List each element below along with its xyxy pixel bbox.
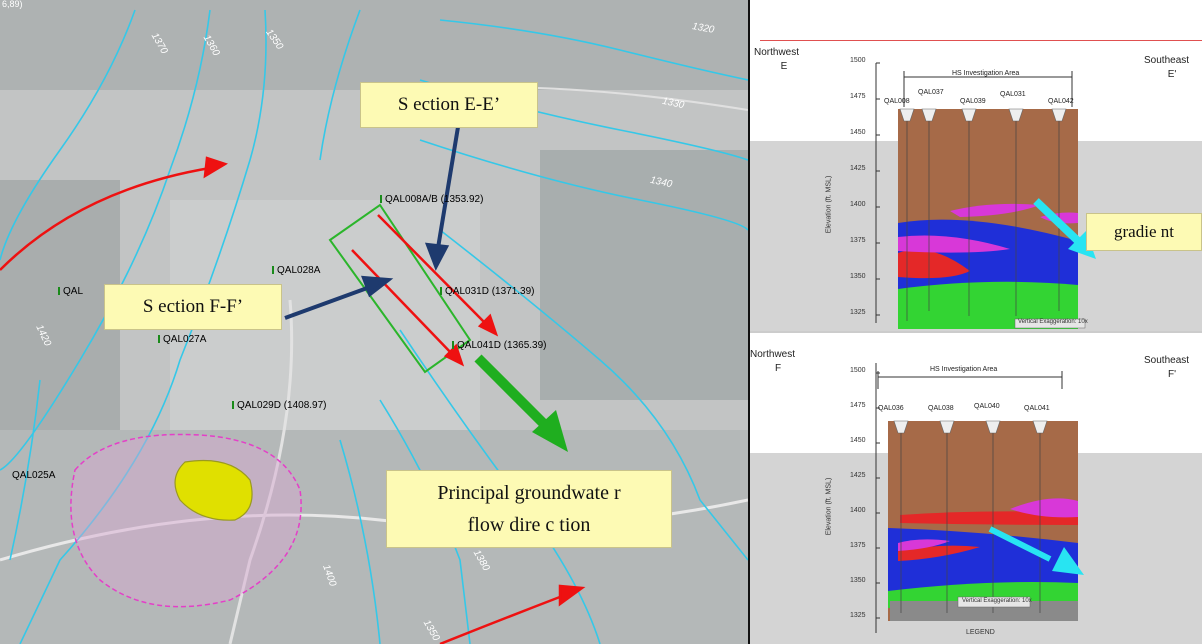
well-label: QAL028A (272, 265, 320, 276)
direction-label: Northwest (750, 349, 796, 360)
plume-magenta (898, 235, 1010, 253)
y-tick: 1425 (850, 472, 866, 479)
well-name: QAL041 (1024, 405, 1050, 412)
well-casings (900, 433, 1041, 613)
road (228, 299, 294, 644)
y-tick: 1375 (850, 542, 866, 549)
well-casings (906, 121, 1060, 321)
y-tick: 1375 (850, 237, 866, 244)
gradient-arrow (988, 526, 1084, 575)
y-tick: 1475 (850, 402, 866, 409)
gradient-callout: gradie nt (1086, 213, 1202, 251)
area-label: HS Investigation Area (952, 70, 1020, 77)
y-tick: 1325 (850, 612, 866, 619)
y-tick: 1400 (850, 507, 866, 514)
flow-direction-callout: Principal groundwate r flow dire c tion (386, 470, 672, 548)
well-label: QAL025A (12, 470, 56, 481)
y-tick: 1500 (850, 57, 866, 64)
well-markers (893, 420, 1048, 434)
y-tick: 1400 (850, 201, 866, 208)
section-e-graphics (750, 62, 1202, 331)
well-label: QAL041D (1365.39) (452, 340, 547, 351)
well-markers (899, 108, 1067, 122)
plume-magenta (950, 203, 1040, 217)
well-name: QAL031 (1000, 91, 1026, 98)
y-tick: 1325 (850, 309, 866, 316)
well-label: QAL (58, 286, 83, 297)
y-tick: 1425 (850, 165, 866, 172)
plume-core (174, 459, 253, 521)
well-label: QAL008A/B (1353.92) (380, 194, 483, 205)
direction-label: Northwest (754, 47, 800, 58)
principal-flow-arrow (474, 354, 568, 452)
gradient-arrow (1033, 198, 1096, 259)
exaggeration-label: Vertical Exaggeration: 10x (1018, 319, 1088, 325)
callout-arrows (284, 126, 460, 320)
legend-label: LEGEND (966, 629, 995, 636)
section-box (328, 203, 472, 374)
plume-magenta (898, 539, 950, 551)
coordinate-fragment: 6,89) (2, 0, 23, 9)
direction-label: Southeast (1144, 355, 1190, 366)
lower-strata (890, 601, 1078, 621)
y-tick: 1350 (850, 273, 866, 280)
terrain-top (0, 0, 748, 90)
well-name: QAL038 (928, 405, 954, 412)
section-f-graphics (750, 363, 1202, 644)
well-name: QAL040 (974, 403, 1000, 410)
site-map: 6,89) 1370 1360 1350 1320 1330 1340 1420… (0, 0, 748, 644)
section-e-callout: S ection E-E’ (360, 82, 538, 128)
section-f-callout: S ection F-F’ (104, 284, 282, 330)
y-axis-label: Elevation (ft. MSL) (825, 175, 833, 234)
plume-magenta (1010, 498, 1078, 518)
y-tick: 1500 (850, 367, 866, 374)
section-letter: F (774, 363, 782, 374)
y-tick: 1350 (850, 577, 866, 584)
y-axis-label: Elevation (ft. MSL) (825, 477, 833, 536)
well-name: QAL037 (918, 89, 944, 96)
header-rule (760, 40, 1202, 41)
plume-red (900, 511, 1078, 525)
section-divider (750, 331, 1202, 333)
cross-section-e: Northwest E Southeast E' HS Investigatio… (750, 41, 1202, 331)
flow-arrows-red (0, 156, 586, 644)
plume-red (898, 249, 970, 279)
well-name: QAL042 (1048, 98, 1074, 105)
well-name: QAL036 (878, 405, 904, 412)
well-label: QAL031D (1371.39) (440, 286, 535, 297)
area-label: HS Investigation Area (930, 366, 998, 373)
exaggeration-box (957, 596, 1031, 608)
flow-direction-line: flow dire c tion (467, 514, 591, 536)
y-tick: 1450 (850, 437, 866, 444)
section-lines (351, 214, 499, 367)
section-letter: E' (1167, 69, 1177, 80)
section-letter: E (780, 61, 788, 72)
y-tick: 1450 (850, 129, 866, 136)
forest-east (540, 150, 748, 400)
panel-divider (748, 0, 750, 644)
plume-green (898, 281, 1078, 329)
well-name: QAL039 (960, 98, 986, 105)
exaggeration-box (1014, 318, 1086, 329)
exaggeration-label: Vertical Exaggeration: 10x (962, 598, 1032, 604)
cross-section-f: Northwest F Southeast F' HS Investigatio… (750, 333, 1202, 644)
well-name: QAL008 (884, 98, 910, 105)
section-letter: F' (1167, 369, 1177, 380)
plume-red (898, 545, 980, 561)
direction-label: Southeast (1144, 55, 1190, 66)
well-label: QAL027A (158, 334, 206, 345)
well-label: QAL029D (1408.97) (232, 400, 327, 411)
flow-direction-line: Principal groundwate r (437, 482, 621, 504)
y-tick: 1475 (850, 93, 866, 100)
